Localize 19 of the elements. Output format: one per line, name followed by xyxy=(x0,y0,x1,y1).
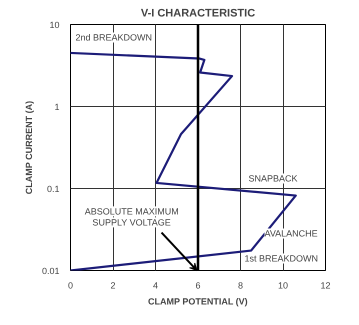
annotation: AVALANCHE xyxy=(264,228,318,238)
x-tick-label: 8 xyxy=(238,280,244,290)
y-tick-label: 1 xyxy=(54,102,60,112)
annotation: 1st BREAKDOWN xyxy=(244,254,318,264)
ref-line-label: ABSOLUTE MAXIMUM SUPPLY VOLTAGE xyxy=(84,206,179,228)
x-tick-label: 0 xyxy=(68,280,74,290)
x-tick-label: 6 xyxy=(195,280,201,290)
annotation: SNAPBACK xyxy=(248,174,298,184)
annotation: 2nd BREAKDOWN xyxy=(76,32,152,42)
x-tick-label: 4 xyxy=(152,280,158,290)
x-axis-title: CLAMP POTENTIAL (V) xyxy=(148,296,248,306)
x-tick-label: 12 xyxy=(320,280,331,290)
y-axis-title: CLAMP CURRENT (A) xyxy=(24,100,34,194)
x-tick-label: 2 xyxy=(110,280,116,290)
y-tick-label: 10 xyxy=(49,20,60,30)
y-tick-label: 0.01 xyxy=(42,266,60,276)
chart-title: V-I CHARACTERISTIC xyxy=(140,8,256,20)
y-tick-label: 0.1 xyxy=(46,184,60,194)
x-tick-label: 10 xyxy=(278,280,288,290)
